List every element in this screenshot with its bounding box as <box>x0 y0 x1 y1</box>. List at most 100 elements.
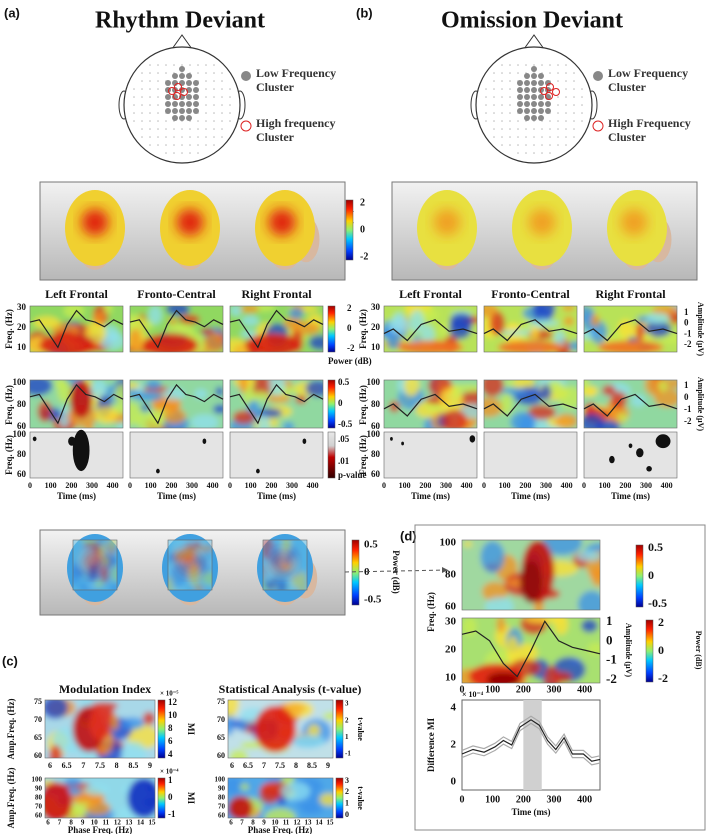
erp-line <box>461 715 601 759</box>
cluster-sensor <box>524 80 530 86</box>
sensor <box>557 144 559 146</box>
sensor <box>213 112 215 114</box>
heatmap-fill <box>484 380 577 428</box>
x-tick-label: 200 <box>419 481 431 490</box>
cluster-sensor <box>193 87 199 93</box>
highlight-window <box>523 700 542 790</box>
sensor <box>557 96 559 98</box>
x-tick-label: 200 <box>165 481 177 490</box>
x-tick-label: 300 <box>540 481 552 490</box>
heat-blob <box>441 409 468 428</box>
heat-frame <box>262 539 308 591</box>
sensor <box>493 72 495 74</box>
scale-exponent: × 10⁻⁴ <box>160 768 179 776</box>
y-tick-label: 75 <box>34 697 42 706</box>
y-tick-label: -0.5 <box>338 419 353 429</box>
axis-label: Freq. (Hz) <box>4 385 14 425</box>
sensor <box>165 72 167 74</box>
heat-blob <box>568 340 577 352</box>
sig-cluster <box>636 448 644 458</box>
sensor <box>581 88 583 90</box>
sensor <box>509 120 511 122</box>
link-arrowhead <box>442 567 448 573</box>
sensor <box>557 136 559 138</box>
heat-blob <box>281 542 291 551</box>
heat-blob <box>230 306 243 317</box>
cluster-sensor <box>545 108 551 114</box>
panel-label: (d) <box>400 528 417 543</box>
y-tick-label: -2 <box>606 671 617 686</box>
heatmap-fill <box>462 540 600 610</box>
sensor <box>549 152 551 154</box>
sensor <box>157 120 159 122</box>
sensor <box>541 152 543 154</box>
erp-line <box>29 309 124 349</box>
colorbar <box>327 379 336 429</box>
sensor <box>573 120 575 122</box>
sensor <box>517 128 519 130</box>
heat-blob <box>505 380 515 388</box>
x-tick-label: 8 <box>69 819 73 827</box>
sensor <box>485 96 487 98</box>
x-tick-label: 7 <box>81 761 85 770</box>
y-tick-label: 2 <box>345 716 349 724</box>
x-tick-label: 400 <box>661 481 673 490</box>
sensor <box>157 64 159 66</box>
heat-blob <box>91 380 107 399</box>
sensor <box>509 112 511 114</box>
heatmap <box>484 380 577 428</box>
heat-blob <box>229 749 249 758</box>
heat-blob <box>562 306 575 312</box>
sensor <box>141 96 143 98</box>
cluster-sensor <box>531 101 537 107</box>
region-title: Right Frontal <box>241 287 312 301</box>
heat-frame <box>227 777 334 819</box>
cluster-sensor <box>172 101 178 107</box>
heat-blob <box>484 596 514 610</box>
x-tick-label: 7.5 <box>95 761 105 770</box>
sensor <box>573 72 575 74</box>
y-tick-label: 100 <box>367 377 381 387</box>
x-tick-label: 9 <box>81 819 85 827</box>
high-cluster-sensor <box>552 88 560 96</box>
y-tick-label: 80 <box>445 569 457 581</box>
heat-frame <box>29 379 124 429</box>
x-tick-label: 15 <box>149 819 157 827</box>
x-tick-label: 0 <box>460 684 465 695</box>
heatmap-fill <box>45 778 155 818</box>
heat-blob <box>292 734 326 749</box>
axis-label: Power (dB) <box>694 631 703 670</box>
heat-blob <box>230 338 249 352</box>
x-tick-label: 300 <box>547 684 562 695</box>
sensor <box>213 136 215 138</box>
x-tick-label: 13 <box>125 819 133 827</box>
erp-line <box>483 393 578 417</box>
sig-cluster <box>256 468 260 474</box>
x-tick-label: 0 <box>228 481 232 490</box>
sensor <box>501 120 503 122</box>
heat-blob <box>114 383 123 406</box>
x-tick-label: 200 <box>619 481 631 490</box>
heat-blob <box>170 562 187 588</box>
erp-line <box>129 309 224 349</box>
panel-title: Omission Deviant <box>441 8 623 34</box>
y-tick-label: 12 <box>168 697 178 707</box>
y-tick-label: 100 <box>367 429 381 439</box>
axis-label: Phase Freq. (Hz) <box>68 825 133 834</box>
y-tick-label: 80 <box>17 399 27 409</box>
heat-blob <box>130 402 142 426</box>
scalp-blobs <box>528 209 556 236</box>
heat-blob <box>84 784 110 796</box>
sensor <box>581 112 583 114</box>
sensor <box>501 96 503 98</box>
sensor <box>501 88 503 90</box>
sensor <box>517 64 519 66</box>
y-tick-label: 65 <box>217 733 225 742</box>
heat-blob <box>111 565 117 583</box>
sensor <box>213 128 215 130</box>
p-map <box>483 431 578 479</box>
sensor <box>149 80 151 82</box>
y-tick-label: 0 <box>345 810 349 819</box>
cluster-sensor <box>538 80 544 86</box>
high-cluster-sensor <box>546 83 554 91</box>
